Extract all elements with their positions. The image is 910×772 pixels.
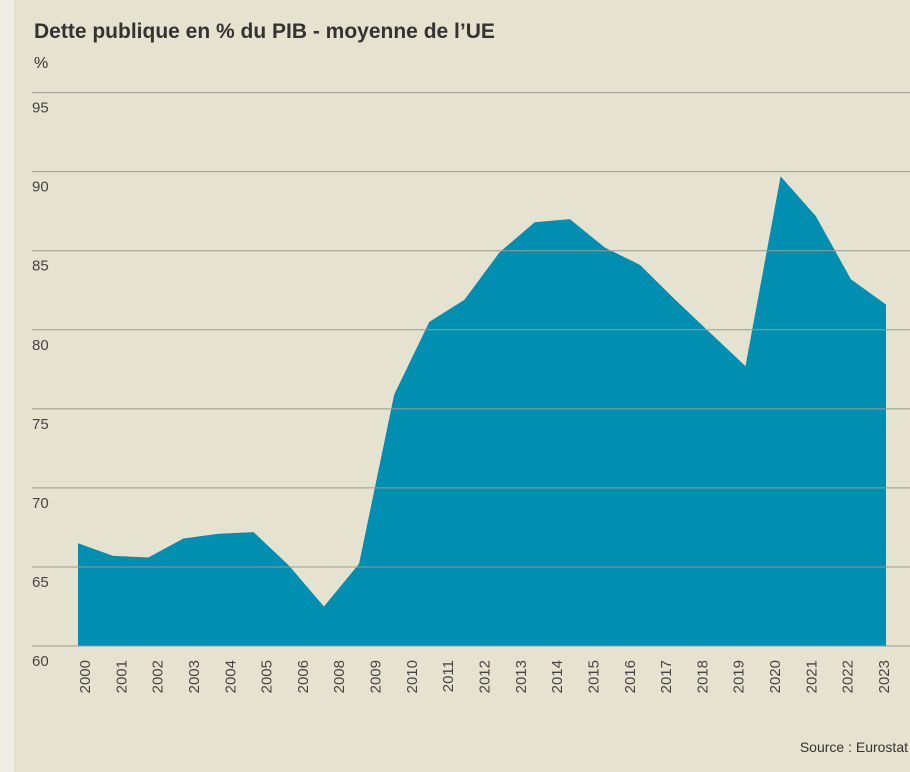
chart-title: Dette publique en % du PIB - moyenne de …	[34, 20, 495, 43]
x-tick-label: 2018	[694, 660, 711, 693]
y-tick-label: 95	[32, 100, 49, 117]
area	[78, 176, 886, 646]
x-tick-label: 2012	[477, 660, 494, 693]
x-tick-label: 2009	[368, 660, 385, 693]
x-tick-label: 2002	[150, 660, 167, 693]
x-tick-label: 2010	[404, 660, 421, 693]
x-tick-label: 2001	[113, 660, 130, 693]
source: Source : Eurostat	[800, 739, 908, 755]
x-tick-label: 2011	[440, 660, 457, 692]
x-tick-label: 2000	[77, 660, 94, 693]
x-tick-label: 2020	[767, 660, 784, 693]
y-tick-label: 80	[32, 337, 49, 354]
y-tick-label: 70	[32, 495, 49, 512]
x-tick-label: 2022	[840, 660, 857, 693]
y-tick-label: 85	[32, 258, 49, 275]
x-tick-label: 2015	[585, 660, 602, 693]
x-tick-label: 2013	[513, 660, 530, 693]
x-tick-label: 2016	[622, 660, 639, 693]
left-strip	[0, 0, 14, 772]
x-tick-label: 2004	[222, 660, 239, 693]
y-tick-label: 65	[32, 574, 49, 591]
y-tick-label: 75	[32, 416, 49, 433]
x-tick-label: 2023	[876, 660, 893, 693]
x-tick-label: 2008	[331, 660, 348, 693]
x-tick-label: 2021	[803, 660, 820, 693]
x-tick-label: 2006	[295, 660, 312, 693]
x-tick-label: 2005	[259, 660, 276, 693]
x-tick-label: 2014	[549, 660, 566, 693]
x-tick-label: 2017	[658, 660, 675, 693]
y-tick-label: 60	[32, 653, 49, 670]
y-tick-label: 90	[32, 179, 49, 196]
x-tick-label: 2019	[731, 660, 748, 693]
unit-label: %	[34, 55, 48, 72]
x-tick-label: 2003	[186, 660, 203, 693]
